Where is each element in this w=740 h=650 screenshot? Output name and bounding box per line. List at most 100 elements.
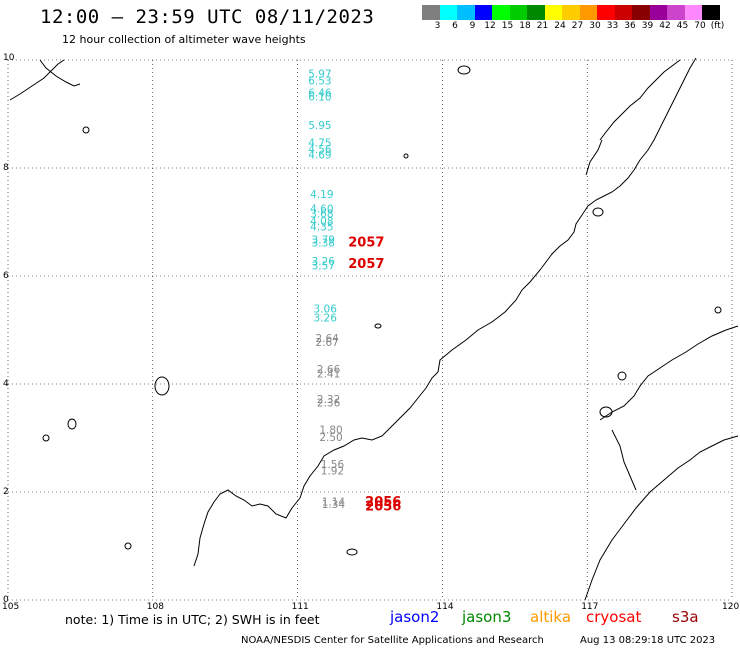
island	[599, 406, 613, 418]
map-title: 12:00 – 23:59 UTC 08/11/2023	[40, 6, 375, 28]
color-scale-label: 24	[554, 21, 566, 31]
island	[42, 434, 50, 442]
wave-height-label: 6.10	[308, 92, 331, 104]
wave-height-label: 6.46	[308, 88, 332, 100]
footer-source: NOAA/NESDIS Center for Satellite Applica…	[241, 635, 544, 646]
color-scale-label: 39	[641, 21, 654, 31]
time-label: 2056	[365, 499, 401, 514]
wave-height-label: 1.34	[322, 499, 346, 511]
color-scale-label: 36	[624, 21, 636, 31]
coastlines	[9, 57, 739, 601]
color-scale-label: 3	[434, 21, 441, 31]
color-swatch	[649, 5, 667, 20]
wave-height-label: 3.06	[314, 304, 338, 316]
color-swatch	[562, 5, 580, 20]
color-scale-label: 21	[536, 21, 549, 31]
y-tick-label: 10	[3, 53, 15, 63]
color-swatch	[544, 5, 562, 20]
x-tick-label: 120	[722, 602, 740, 612]
wave-height-label: 5.95	[308, 120, 331, 132]
wave-height-label: 1.14	[322, 497, 346, 509]
wave-height-label: 1.56	[321, 459, 345, 471]
wave-height-label: 3.26	[314, 312, 338, 324]
color-swatch	[439, 5, 457, 20]
color-swatch	[509, 5, 527, 20]
wave-height-label: 3.57	[312, 261, 335, 273]
island	[346, 548, 358, 556]
y-tick-label: 6	[3, 271, 9, 281]
map-subtitle: 12 hour collection of altimeter wave hei…	[62, 33, 306, 46]
color-scale-label: 6	[452, 21, 458, 31]
wave-height-label: 4.35	[310, 222, 333, 234]
color-scale-label: 9	[469, 21, 476, 31]
legend-item-jason3: jason3	[462, 608, 512, 626]
time-label: 2056	[365, 495, 401, 510]
coastline-mainland	[437, 57, 697, 373]
coastline-east-lower	[599, 325, 739, 421]
island	[124, 542, 132, 550]
wave-height-label: 2.50	[319, 432, 342, 444]
wave-height-label: 6.53	[308, 75, 331, 87]
color-swatch	[474, 5, 492, 20]
island	[714, 306, 722, 314]
island	[374, 323, 382, 329]
island	[403, 153, 409, 159]
wave-height-label: 2.66	[317, 364, 341, 376]
x-tick-label: 108	[146, 602, 164, 612]
color-scale-label: 70	[694, 21, 706, 31]
color-swatch	[667, 5, 685, 20]
coastline-northwest	[9, 59, 65, 101]
wave-height-label: 3.79	[312, 235, 335, 247]
x-tick-label: 111	[291, 602, 309, 612]
wave-height-label: 2.67	[315, 337, 338, 349]
coastline-east-sumatra	[584, 435, 739, 601]
island	[617, 371, 627, 381]
color-swatch	[632, 5, 650, 20]
x-tick-label: 114	[436, 602, 454, 612]
color-scale-label: 30	[589, 21, 601, 31]
color-swatch	[702, 5, 720, 20]
time-label: 2057	[348, 257, 384, 272]
wave-height-label: 3.68	[310, 209, 333, 221]
color-scale-label: 33	[606, 21, 619, 31]
color-scale-label: (ft)	[710, 21, 725, 31]
footer-timestamp: Aug 13 08:29:18 UTC 2023	[580, 635, 716, 646]
color-scale-label: 27	[571, 21, 584, 31]
legend-item-jason2: jason2	[390, 608, 440, 626]
island	[67, 418, 77, 430]
observation-labels: 5.976.536.466.10 5.95 4.754.564.69 4.19 4.60…	[308, 68, 345, 511]
y-tick-label: 2	[3, 487, 9, 497]
wave-height-label: 5.97	[308, 68, 331, 80]
y-tick-label: 8	[3, 163, 9, 173]
legend-item-s3a: s3a	[672, 608, 699, 626]
coastline-northwest-2	[39, 59, 81, 87]
grid-lines	[7, 59, 733, 601]
color-scale-label: 12	[484, 21, 496, 31]
coastline-borneo-north	[611, 429, 637, 491]
coastline-borneo-west	[193, 489, 301, 567]
color-swatch	[422, 5, 440, 20]
wave-height-label: 4.08	[310, 216, 333, 228]
wave-height-label: 3.26	[312, 256, 336, 268]
x-tick-label: 117	[581, 602, 599, 612]
color-swatch	[614, 5, 632, 20]
coastline-northeast	[599, 59, 681, 141]
color-scale-label: 45	[676, 21, 689, 31]
wave-height-label: 2.36	[317, 398, 341, 410]
color-scale-bar	[422, 5, 720, 20]
coastline-borneo	[299, 371, 439, 499]
wave-height-label: 4.60	[310, 203, 333, 215]
color-swatch	[684, 5, 702, 20]
wave-height-label: 4.75	[308, 137, 331, 149]
island	[82, 126, 90, 134]
island	[457, 65, 471, 75]
wave-height-label: 2.32	[317, 394, 340, 406]
coastline-northeast-2	[585, 139, 603, 176]
color-scale-label: 42	[659, 21, 671, 31]
wave-height-label: 3.38	[312, 237, 335, 249]
time-label: 2057	[348, 235, 384, 250]
wave-height-label: 4.69	[308, 149, 331, 161]
wave-height-label: 4.19	[310, 189, 333, 201]
